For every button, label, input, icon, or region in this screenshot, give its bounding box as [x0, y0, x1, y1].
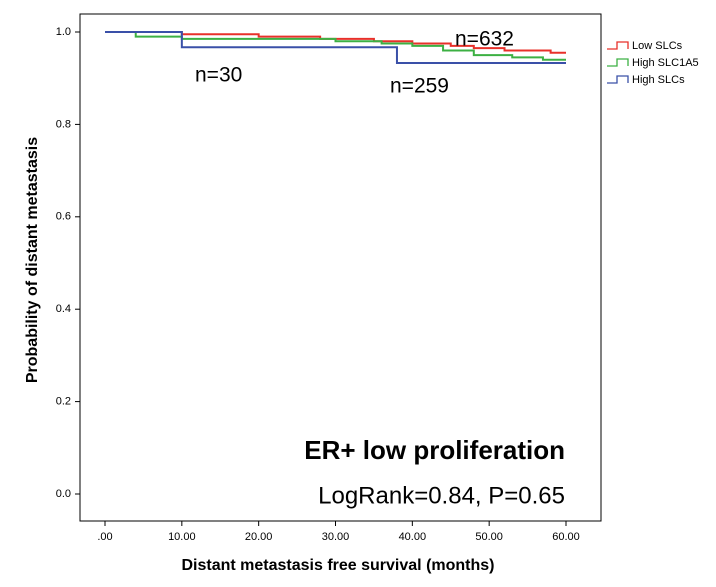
x-tick-label: 20.00: [245, 531, 273, 543]
x-tick-label: .00: [97, 531, 112, 543]
y-tick-label: 1.0: [56, 26, 71, 38]
x-tick-label: 40.00: [399, 531, 427, 543]
legend-swatch: [607, 75, 629, 84]
survival-curve: [105, 31, 566, 64]
x-tick-label: 50.00: [475, 531, 503, 543]
x-axis-label: Distant metastasis free survival (months…: [182, 557, 495, 574]
legend-swatch: [607, 41, 629, 50]
legend-swatch: [607, 58, 629, 67]
y-tick-label: 0.4: [56, 303, 71, 315]
annotation: n=632: [455, 28, 514, 51]
legend-label: Low SLCs: [632, 40, 683, 52]
annotation: n=259: [390, 75, 449, 98]
y-tick-label: 0.2: [56, 396, 71, 408]
legend-label: High SLCs: [632, 74, 685, 86]
y-tick-label: 0.8: [56, 118, 71, 130]
legend-label: High SLC1A5: [632, 57, 699, 69]
chart-subtitle: LogRank=0.84, P=0.65: [318, 482, 565, 509]
y-tick-label: 0.0: [56, 488, 71, 500]
survival-curve: [105, 31, 566, 54]
plot-frame: [79, 13, 602, 522]
x-tick-label: 60.00: [552, 531, 580, 543]
y-axis-label: Probability of distant metastasis: [24, 137, 41, 383]
y-tick-label: 0.6: [56, 211, 71, 223]
x-tick-label: 10.00: [168, 531, 196, 543]
annotation: n=30: [195, 64, 242, 87]
chart-title: ER+ low proliferation: [304, 435, 565, 465]
x-tick-label: 30.00: [322, 531, 350, 543]
